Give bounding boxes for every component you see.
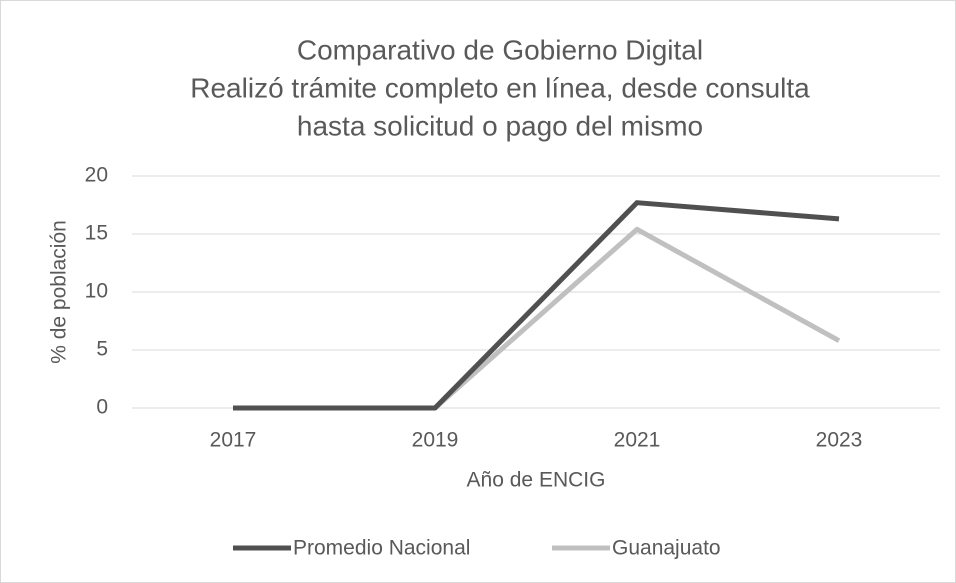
y-axis-label: % de población bbox=[48, 220, 71, 364]
legend-label: Promedio Nacional bbox=[293, 537, 470, 560]
y-tick-label: 5 bbox=[96, 338, 108, 361]
chart-title: Realizó trámite completo en línea, desde… bbox=[190, 72, 810, 103]
y-tick-label: 15 bbox=[85, 222, 108, 245]
x-tick-label: 2021 bbox=[614, 429, 661, 452]
x-tick-label: 2023 bbox=[816, 429, 863, 452]
y-tick-label: 10 bbox=[85, 280, 108, 303]
chart-title: hasta solicitud o pago del mismo bbox=[297, 110, 703, 141]
x-axis-label: Año de ENCIG bbox=[467, 469, 606, 492]
y-tick-label: 0 bbox=[96, 396, 108, 419]
x-tick-label: 2019 bbox=[412, 429, 459, 452]
legend-label: Guanajuato bbox=[612, 537, 721, 560]
x-tick-label: 2017 bbox=[210, 429, 257, 452]
y-tick-label: 20 bbox=[85, 164, 108, 187]
chart-title: Comparativo de Gobierno Digital bbox=[297, 34, 703, 65]
series-line bbox=[233, 200, 840, 411]
